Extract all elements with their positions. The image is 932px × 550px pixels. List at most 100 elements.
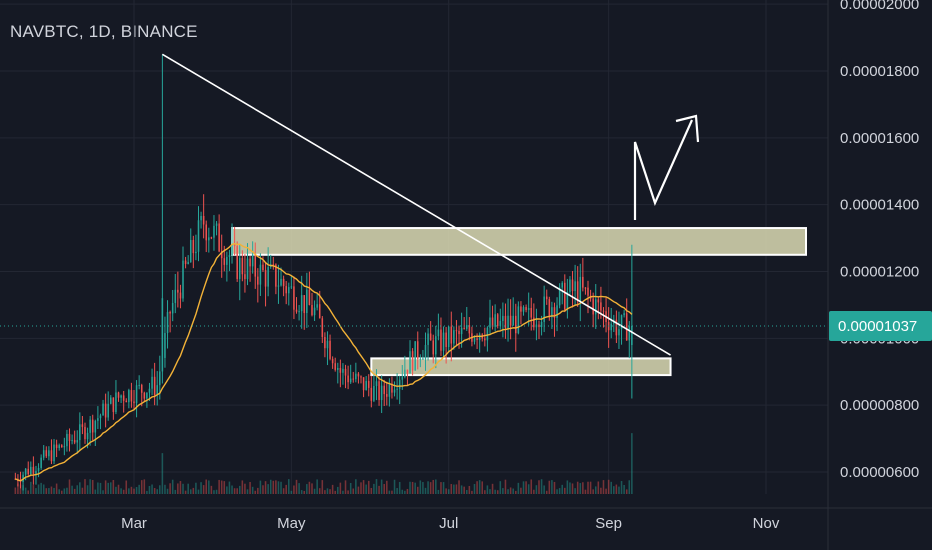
candle — [388, 378, 391, 407]
candle — [386, 381, 388, 406]
volume-bar — [349, 482, 352, 494]
volume-bar — [161, 453, 164, 494]
volume-bar — [107, 482, 109, 494]
support-zone[interactable] — [370, 357, 672, 377]
candle-body — [620, 315, 623, 330]
candle-body — [334, 363, 336, 370]
candle — [435, 325, 437, 369]
volume-bar — [195, 482, 197, 494]
candle-body — [58, 445, 60, 448]
candle — [184, 256, 187, 269]
volume-bar — [365, 484, 367, 494]
candle-body — [424, 344, 427, 359]
volume-bar — [548, 480, 551, 494]
candle-body — [223, 258, 226, 265]
volume-bar — [19, 484, 22, 494]
volume-bar — [246, 489, 249, 494]
candle — [329, 334, 331, 361]
volume-bar — [238, 485, 241, 494]
volume-bar — [386, 480, 388, 494]
resistance-zone[interactable] — [231, 227, 808, 256]
volume-bar — [213, 490, 215, 494]
candle-body — [458, 330, 460, 335]
candle — [259, 253, 262, 296]
candle — [357, 372, 360, 384]
candle — [107, 391, 109, 421]
candle — [326, 331, 329, 366]
volume-bar — [388, 490, 391, 494]
candle-body — [504, 315, 507, 329]
candle-body — [386, 394, 388, 397]
candle — [213, 215, 215, 251]
volume-bar — [166, 488, 169, 494]
volume-bar — [102, 490, 104, 494]
candle — [545, 289, 548, 305]
candle-body — [290, 286, 293, 288]
candle — [293, 276, 295, 320]
candle-body — [231, 244, 233, 256]
candle-body — [89, 419, 91, 433]
volume-bar — [146, 490, 148, 494]
candle-body — [460, 327, 463, 335]
volume-bar — [613, 486, 615, 494]
candle — [512, 297, 514, 326]
candle-body — [352, 378, 355, 380]
candle-body — [288, 287, 290, 294]
candle-body — [280, 278, 282, 286]
volume-bar — [574, 488, 576, 494]
candle — [272, 256, 275, 270]
candle — [447, 326, 450, 353]
annotations[interactable] — [0, 53, 828, 356]
candle-body — [205, 224, 208, 241]
candle — [102, 399, 104, 416]
candle — [478, 332, 481, 353]
candle — [66, 429, 68, 452]
volume-bar — [496, 490, 499, 494]
candle-body — [478, 334, 481, 340]
volume-bar — [50, 486, 53, 494]
volume-bar — [414, 482, 416, 494]
volume-bar — [367, 480, 370, 494]
candle-body — [153, 376, 156, 395]
volume-bar — [81, 487, 84, 494]
volume-bar — [200, 482, 202, 494]
volume-bar — [130, 486, 133, 494]
volume-bar — [277, 481, 280, 494]
candle — [171, 290, 174, 322]
candle — [499, 308, 502, 330]
candle — [205, 220, 208, 253]
candle-body — [79, 424, 81, 441]
volume-bar — [133, 488, 135, 494]
candle-body — [246, 258, 249, 280]
candle-body — [553, 307, 556, 318]
candle-body — [133, 401, 135, 404]
candle-body — [91, 419, 94, 433]
candle — [432, 334, 435, 364]
candle-body — [68, 433, 71, 441]
candle-body — [295, 309, 298, 312]
candle-body — [429, 333, 432, 341]
trendline[interactable] — [161, 53, 671, 356]
candle-body — [373, 386, 375, 401]
volume-bar — [509, 487, 512, 494]
volume-bar — [120, 488, 122, 494]
zones[interactable] — [231, 227, 808, 377]
volume-bar — [499, 481, 502, 494]
candle — [558, 283, 561, 309]
candle — [58, 443, 60, 451]
candle — [360, 375, 362, 384]
volume-bar — [143, 479, 146, 494]
candle — [277, 264, 280, 304]
candle-body — [140, 384, 143, 393]
candle — [251, 241, 254, 274]
volume-bar — [551, 480, 553, 494]
candle — [571, 271, 574, 308]
candle-body — [437, 329, 440, 337]
volume-bar — [293, 485, 295, 494]
candle — [370, 375, 373, 408]
candle — [79, 412, 81, 452]
candle — [597, 296, 600, 320]
candle — [295, 297, 298, 314]
volume-bar — [117, 484, 120, 494]
